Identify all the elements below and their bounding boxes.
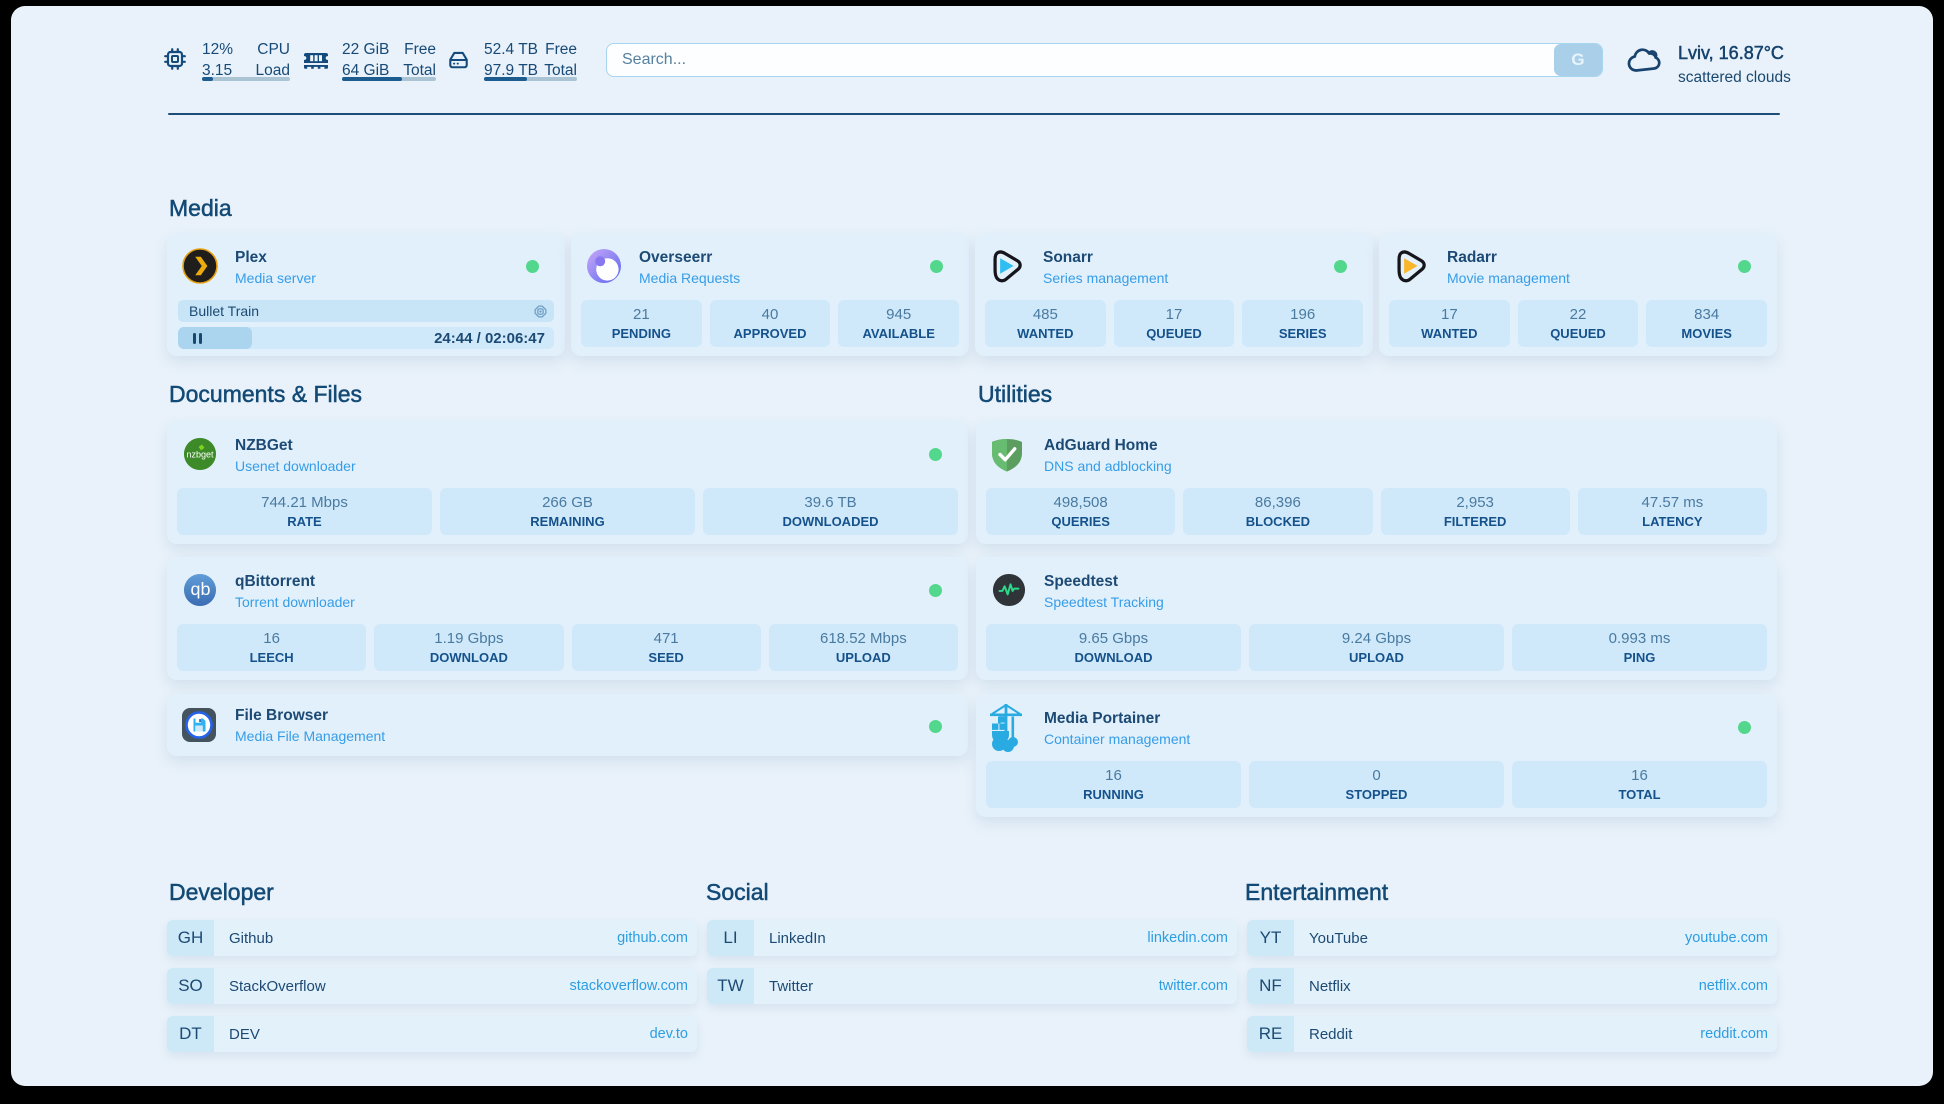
svg-text:nzbget: nzbget [186, 449, 214, 459]
svg-text:qb: qb [190, 579, 210, 599]
